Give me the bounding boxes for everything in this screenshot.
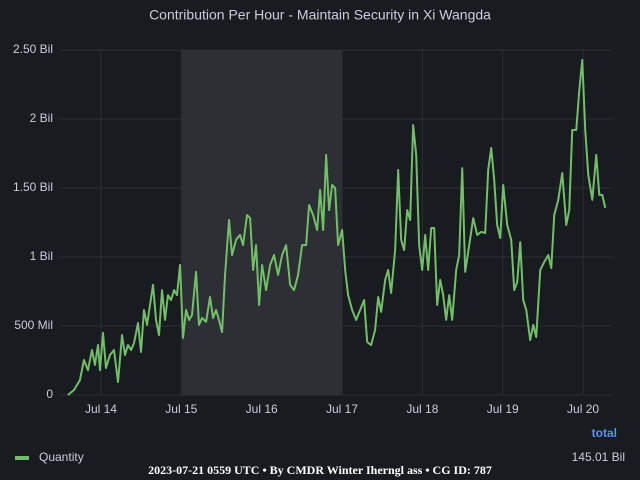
x-tick-label: Jul 20 xyxy=(567,402,599,416)
y-tick-label: 0 xyxy=(46,387,53,401)
series-line xyxy=(67,58,607,396)
legend-total: 145.01 Bil xyxy=(572,450,625,464)
x-tick-label: Jul 15 xyxy=(165,402,197,416)
legend-header[interactable]: total xyxy=(592,426,617,440)
x-tick-label: Jul 17 xyxy=(326,402,358,416)
y-tick-label: 2 Bil xyxy=(30,111,53,125)
footer: 2023-07-21 0559 UTC • By CMDR Winter Ihe… xyxy=(148,463,492,477)
x-tick-label: Jul 16 xyxy=(246,402,278,416)
y-tick-label: 2.50 Bil xyxy=(13,42,53,56)
x-tick-label: Jul 19 xyxy=(487,402,519,416)
chart-title: Contribution Per Hour - Maintain Securit… xyxy=(149,7,491,23)
x-tick-label: Jul 18 xyxy=(406,402,438,416)
legend-label[interactable]: Quantity xyxy=(39,450,84,464)
y-tick-label: 1.50 Bil xyxy=(13,180,53,194)
x-tick-label: Jul 14 xyxy=(85,402,117,416)
y-tick-label: 500 Mil xyxy=(14,318,53,332)
y-tick-label: 1 Bil xyxy=(30,249,53,263)
